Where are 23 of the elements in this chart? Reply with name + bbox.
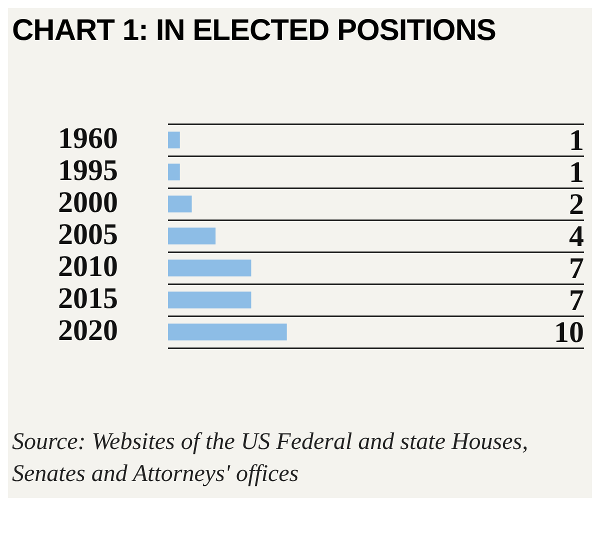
data-label: 10 [554, 316, 584, 349]
bar [168, 324, 287, 340]
y-tick-label: 1960 [58, 122, 118, 155]
data-label: 1 [569, 124, 584, 157]
y-tick-label: 2005 [58, 218, 118, 251]
y-tick-label: 2000 [58, 186, 118, 219]
bar [168, 228, 216, 244]
bar [168, 260, 252, 276]
bar [168, 292, 252, 308]
y-tick-label: 2015 [58, 282, 118, 315]
y-tick-label: 2010 [58, 250, 118, 283]
bar [168, 196, 192, 212]
data-label: 7 [569, 252, 584, 285]
data-label: 7 [569, 284, 584, 317]
y-tick-label: 1995 [58, 154, 118, 187]
data-label: 4 [569, 220, 584, 253]
bar [168, 132, 180, 148]
bar [168, 164, 180, 180]
chart-title: CHART 1: IN ELECTED POSITIONS [11, 13, 497, 49]
y-tick-label: 2020 [58, 314, 118, 347]
data-label: 1 [569, 156, 584, 189]
source-note: Source: Websites of the US Federal and state Houses, Senates and Attorneys' offices [11, 428, 530, 489]
data-label: 2 [569, 188, 584, 221]
